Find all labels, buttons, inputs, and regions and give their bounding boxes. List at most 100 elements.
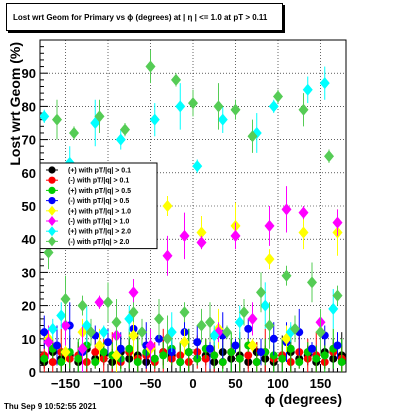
data-point — [244, 351, 253, 360]
data-point — [328, 302, 339, 315]
legend-label: (-) with pT/|q| > 2.0 — [68, 239, 129, 246]
data-point — [133, 358, 142, 367]
data-point — [154, 312, 164, 325]
data-point — [162, 249, 173, 262]
data-point — [298, 103, 309, 116]
x-tick-label: 50 — [228, 376, 242, 391]
data-point — [196, 236, 207, 249]
data-point — [52, 113, 62, 126]
data-point — [213, 100, 224, 113]
data-point — [264, 319, 275, 332]
data-point — [94, 110, 105, 123]
data-point — [247, 339, 258, 352]
data-point — [308, 344, 316, 353]
legend-label: (+) with pT/|q| > 2.0 — [68, 229, 131, 236]
data-points — [40, 49, 346, 372]
data-point — [332, 216, 343, 229]
data-point — [298, 206, 309, 219]
data-point — [302, 83, 313, 96]
data-point — [175, 100, 186, 113]
data-point — [298, 226, 309, 239]
data-point — [260, 299, 271, 312]
data-point — [192, 160, 203, 173]
data-point — [268, 100, 279, 113]
legend-box — [39, 162, 158, 250]
data-point — [217, 113, 228, 126]
data-point — [179, 336, 190, 349]
data-point — [111, 316, 122, 329]
data-point — [196, 319, 207, 332]
data-point — [120, 123, 130, 136]
data-point — [333, 341, 342, 350]
data-point — [315, 326, 326, 339]
data-point — [103, 296, 113, 309]
data-point — [234, 316, 245, 329]
data-point — [196, 226, 207, 239]
data-point — [210, 351, 219, 360]
legend-label: (+) with pT/|q| > 1.0 — [68, 208, 131, 215]
data-point — [179, 306, 190, 319]
data-point — [91, 358, 100, 367]
data-point — [235, 354, 244, 363]
x-tick-label: −100 — [93, 376, 122, 391]
data-point — [231, 341, 240, 350]
legend-label: (-) with pT/|q| > 0.1 — [68, 178, 129, 185]
data-point — [145, 339, 156, 352]
x-tick-label: 100 — [267, 376, 289, 391]
data-point — [125, 344, 134, 353]
data-point — [184, 348, 193, 357]
legend-label: (-) with pT/|q| > 1.0 — [68, 219, 129, 226]
y-tick-label: 80 — [22, 99, 36, 114]
data-point — [264, 219, 275, 232]
data-point — [209, 329, 220, 342]
data-point — [324, 150, 334, 163]
data-point — [48, 358, 57, 367]
chart-title: Lost wrt Geom for Primary vs ϕ (degrees)… — [6, 3, 283, 31]
y-tick-label: 90 — [22, 66, 36, 81]
data-point — [273, 90, 283, 103]
y-tick-label: 30 — [22, 265, 36, 280]
legend-label: (+) with pT/|q| > 0.5 — [68, 188, 131, 195]
x-axis-title: ϕ (degrees) — [265, 391, 342, 407]
timestamp: Thu Sep 9 10:52:55 2021 — [4, 402, 97, 411]
x-tick-label: −150 — [51, 376, 80, 391]
data-point — [188, 97, 198, 110]
data-point — [40, 354, 49, 363]
data-point — [159, 351, 168, 360]
y-tick-label: 0 — [29, 365, 36, 380]
y-tick-label: 70 — [22, 133, 36, 148]
data-point — [281, 269, 292, 282]
data-point — [252, 358, 261, 367]
data-point — [47, 322, 58, 335]
data-point — [206, 344, 214, 353]
data-point — [247, 130, 258, 143]
data-point — [40, 110, 50, 123]
data-point — [128, 329, 139, 342]
data-point — [99, 348, 108, 357]
data-point — [222, 326, 232, 339]
data-point — [128, 306, 139, 319]
data-point — [60, 319, 71, 332]
data-point — [218, 358, 227, 367]
data-point — [104, 338, 112, 347]
data-point — [295, 358, 304, 367]
data-point — [145, 60, 156, 73]
legend-label: (+) with pT/|q| > 0.1 — [68, 168, 131, 175]
data-point — [230, 103, 241, 116]
y-tick-label: 20 — [22, 299, 36, 314]
data-point — [115, 133, 126, 146]
data-point — [57, 358, 66, 367]
data-point — [171, 73, 181, 86]
data-point — [43, 246, 54, 259]
data-point — [256, 286, 266, 299]
data-point — [281, 203, 292, 216]
data-point — [332, 289, 343, 302]
x-tick-label: 150 — [310, 376, 332, 391]
x-tick-label: 0 — [189, 376, 196, 391]
data-point — [312, 354, 321, 363]
data-point — [60, 292, 71, 305]
data-point — [43, 336, 54, 349]
data-point — [69, 126, 79, 139]
data-point — [77, 342, 88, 355]
y-tick-label: 10 — [22, 332, 36, 347]
